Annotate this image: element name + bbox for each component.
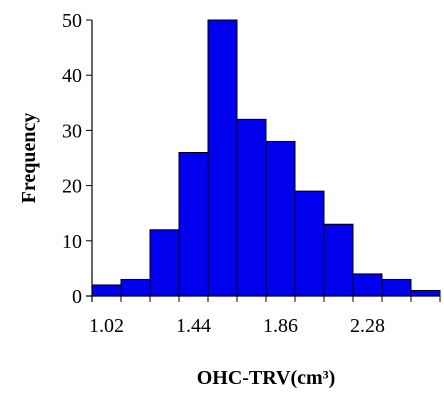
y-axis-ticks: 0 10 20 30 40 50 bbox=[62, 10, 92, 308]
axes bbox=[86, 20, 440, 302]
histogram-bar-1 bbox=[91, 284, 122, 297]
histogram-bar-7 bbox=[265, 140, 296, 297]
y-tick-label: 30 bbox=[62, 120, 82, 142]
x-tick-label: 2.28 bbox=[350, 315, 385, 337]
histogram-bar-8 bbox=[294, 190, 325, 297]
x-tick-label: 1.86 bbox=[263, 315, 298, 337]
histogram-bar-11 bbox=[381, 278, 412, 297]
x-axis-title: OHC-TRV(cm³) bbox=[197, 367, 336, 389]
histogram-bars bbox=[91, 19, 441, 297]
histogram-bar-4 bbox=[178, 151, 209, 297]
histogram-bar-2 bbox=[120, 278, 151, 297]
y-tick-label: 40 bbox=[62, 65, 82, 87]
y-tick-label: 10 bbox=[62, 231, 82, 253]
histogram-bar-12 bbox=[410, 289, 441, 297]
x-tick-label: 1.02 bbox=[89, 315, 124, 337]
x-tick-label: 1.44 bbox=[176, 315, 211, 337]
x-axis-ticks: 1.02 1.44 1.86 2.28 bbox=[89, 296, 441, 337]
histogram-bar-9 bbox=[323, 223, 354, 297]
histogram-bar-5 bbox=[207, 19, 238, 297]
y-tick-label: 0 bbox=[72, 286, 82, 308]
y-tick-label: 20 bbox=[62, 176, 82, 198]
histogram-bar-10 bbox=[352, 273, 383, 297]
y-tick-label: 50 bbox=[62, 10, 82, 32]
histogram-bar-6 bbox=[236, 118, 267, 297]
histogram-bar-3 bbox=[149, 229, 180, 297]
y-axis-title: Frequency bbox=[18, 113, 40, 204]
